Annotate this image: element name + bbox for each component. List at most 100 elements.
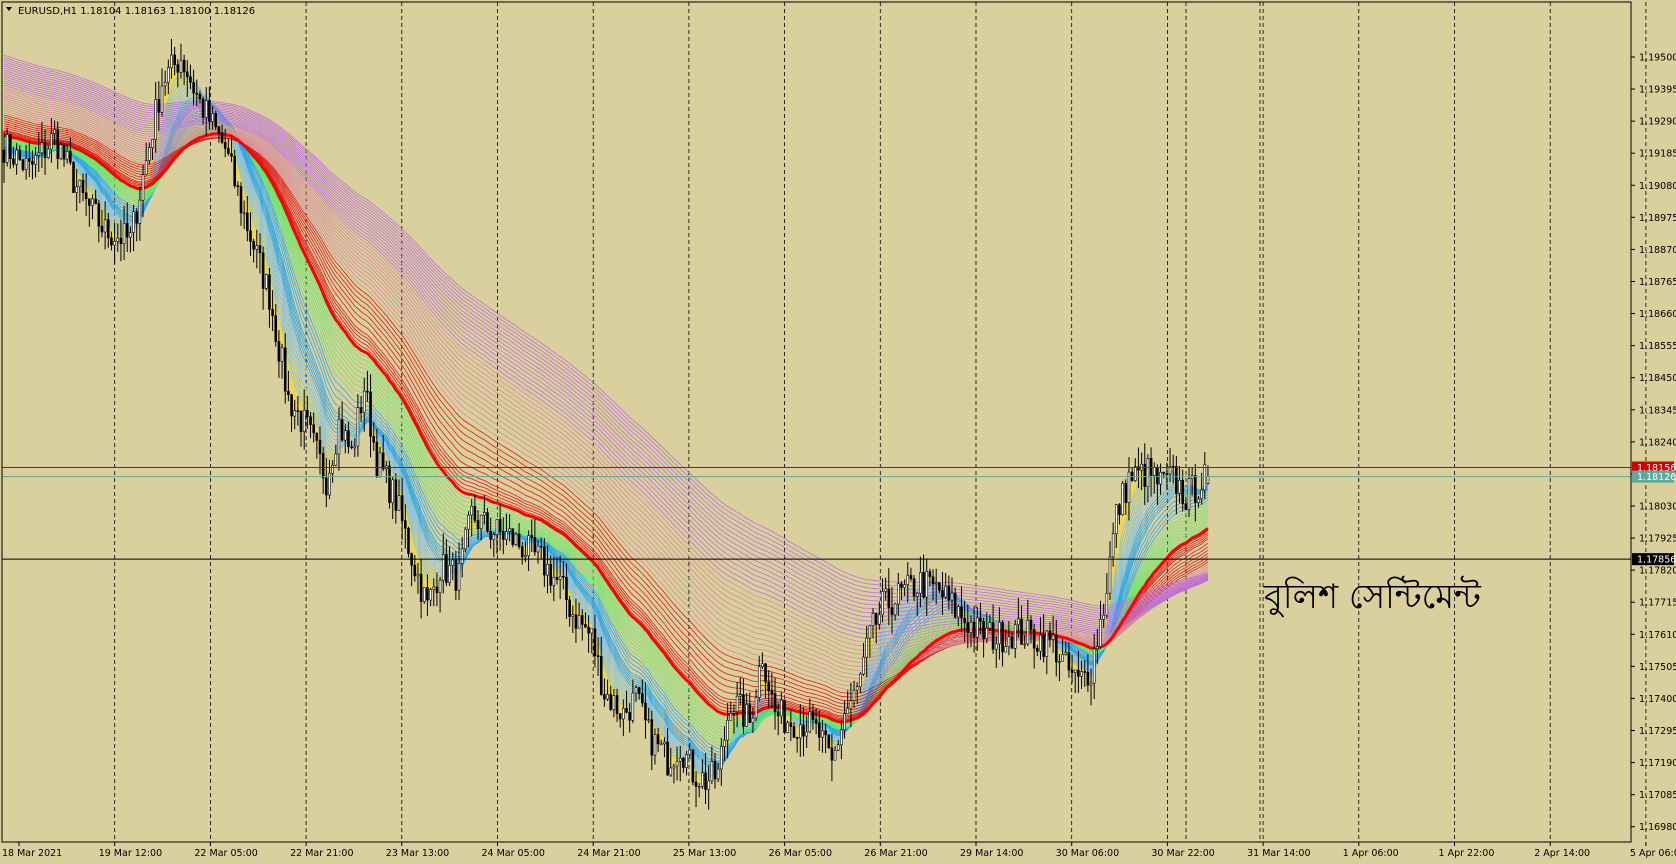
candle (154, 82, 157, 153)
candle (157, 81, 161, 131)
price-badge-1.18156 (1632, 461, 1674, 474)
ema-line-176 (3, 67, 1209, 620)
candle (1118, 503, 1121, 525)
candle (988, 614, 992, 632)
candle (451, 552, 455, 581)
candle (125, 202, 129, 252)
candle (994, 636, 998, 668)
candle (682, 756, 685, 773)
price-tick-label: 1.18240 (1639, 437, 1676, 448)
candle (751, 707, 755, 734)
candle (483, 494, 486, 525)
candle (445, 539, 448, 586)
candle (941, 571, 944, 616)
candle (562, 561, 565, 590)
ema-line-136 (3, 89, 1209, 647)
symbol-menu-triangle-icon[interactable] (6, 7, 12, 11)
ema-line-148 (3, 82, 1209, 634)
candle (1001, 620, 1004, 667)
candle (543, 538, 546, 587)
candle (852, 680, 856, 709)
candle (106, 212, 110, 248)
candle (1089, 668, 1093, 706)
candle (204, 87, 208, 137)
candle (963, 600, 966, 643)
candle (356, 394, 360, 457)
candle (776, 703, 780, 736)
candle (637, 686, 641, 700)
ema-line-140 (3, 87, 1209, 643)
candle (808, 698, 812, 734)
candle (227, 138, 230, 156)
candle (167, 59, 170, 95)
candle (31, 150, 34, 180)
candle (287, 370, 290, 402)
candle (195, 79, 199, 107)
candle (644, 682, 647, 739)
candle (369, 374, 372, 458)
candle (900, 581, 903, 601)
candle (713, 753, 717, 789)
candle (789, 710, 793, 742)
candle (697, 783, 701, 798)
candle (397, 479, 401, 511)
candle (802, 707, 805, 757)
candle (653, 728, 657, 765)
candle (182, 54, 186, 86)
candle (277, 330, 281, 378)
candle (966, 604, 970, 649)
candle (381, 434, 385, 472)
price-tick-label: 1.18345 (1639, 405, 1676, 416)
candle (261, 246, 265, 310)
time-tick-label: 26 Mar 05:00 (769, 848, 832, 859)
candle (647, 707, 650, 724)
candle (328, 459, 331, 500)
time-tick-label: 24 Mar 05:00 (482, 848, 545, 859)
candle (1013, 619, 1017, 659)
candle (457, 542, 461, 600)
candle (887, 568, 891, 626)
candle (239, 182, 243, 226)
candle (479, 514, 483, 541)
candle (88, 198, 91, 227)
candle (659, 739, 663, 746)
ema-line-168 (3, 72, 1209, 624)
candle (558, 555, 562, 600)
candle (217, 125, 221, 143)
price-tick-label: 1.17190 (1639, 758, 1676, 769)
candle (274, 303, 278, 347)
moving-average-ribbons (3, 55, 1209, 784)
candle (2, 131, 6, 183)
candle (350, 440, 353, 450)
candle (34, 147, 37, 178)
candle (214, 110, 218, 131)
candle (426, 574, 429, 617)
candle (103, 201, 107, 250)
price-tick-label: 1.17820 (1639, 566, 1676, 577)
candle (568, 595, 571, 627)
candle (56, 121, 60, 170)
ema-line-192 (3, 59, 1209, 611)
candle (75, 168, 78, 212)
candle (280, 343, 284, 379)
candle (97, 199, 101, 243)
candle (723, 726, 726, 761)
candle (960, 586, 963, 633)
candle (170, 38, 173, 79)
candle (931, 569, 935, 601)
candle (233, 149, 236, 189)
candle (362, 377, 366, 432)
candle (141, 164, 145, 218)
candle (94, 189, 97, 205)
candle (1023, 634, 1026, 649)
candle (953, 587, 957, 619)
vertical-grid (114, 2, 1647, 842)
candle (321, 446, 325, 494)
candle (628, 702, 631, 733)
candle (129, 226, 132, 253)
candle (470, 499, 473, 537)
candle (982, 617, 985, 658)
ema-line-152 (3, 80, 1209, 632)
